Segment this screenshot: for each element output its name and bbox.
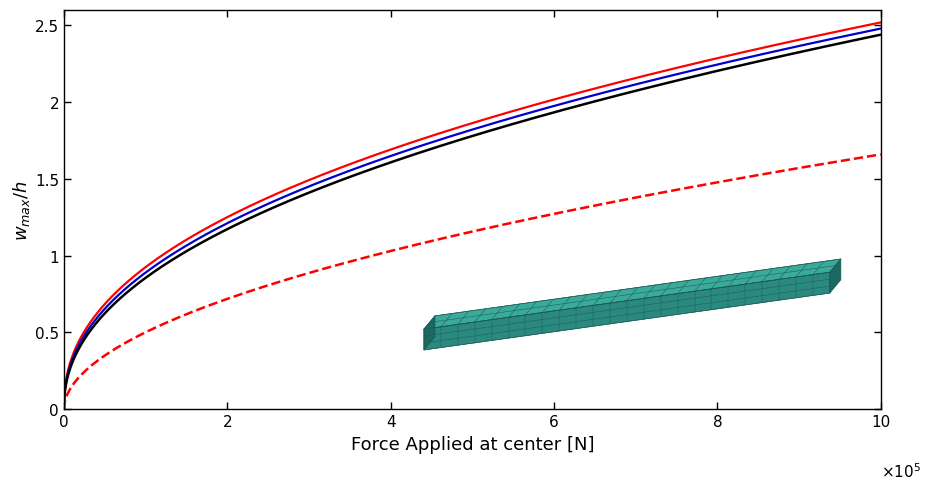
X-axis label: Force Applied at center [N]: Force Applied at center [N]: [350, 435, 594, 453]
Text: $\times10^5$: $\times10^5$: [881, 461, 921, 480]
Y-axis label: $w_{max}/h$: $w_{max}/h$: [11, 180, 32, 241]
